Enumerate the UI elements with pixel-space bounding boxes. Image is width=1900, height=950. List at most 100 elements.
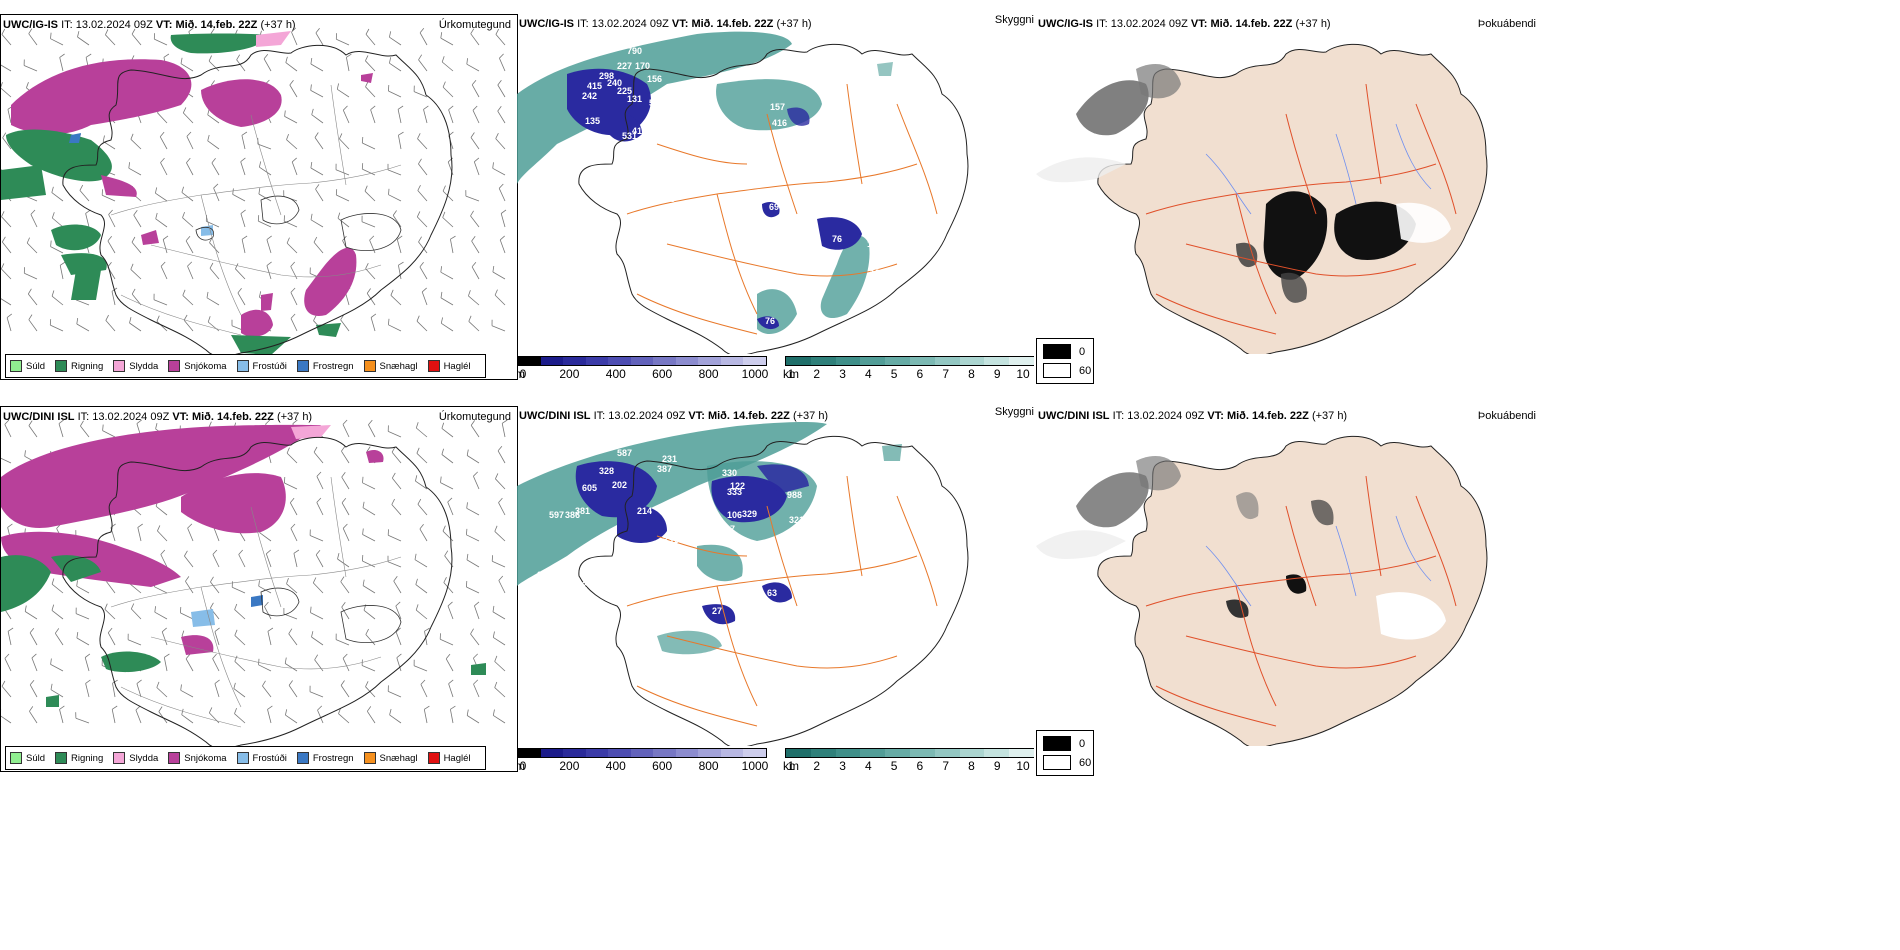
wind-barb-flag [85, 53, 92, 58]
wind-barb [30, 214, 38, 228]
wind-barb-flag [2, 132, 7, 139]
wind-barb [288, 685, 298, 698]
wind-barb-flag [59, 261, 66, 266]
wind-barb-flag [494, 655, 498, 662]
wind-barb-flag [417, 185, 421, 191]
wind-barb-flag [233, 682, 236, 689]
ceiling-label: 237 [695, 523, 710, 533]
legend-item: Frostúði [236, 752, 287, 764]
precip-panel-top: UWC/IG-IS IT: 13.02.2024 09Z VT: Mið. 14… [0, 14, 518, 380]
scale-cell [563, 357, 586, 365]
wind-barb [180, 689, 194, 698]
wind-barb-flag [361, 136, 364, 144]
wind-barb-flag [163, 53, 170, 58]
wind-barb-flag [418, 236, 422, 243]
wind-barb-flag [310, 213, 313, 220]
wind-barb [213, 187, 220, 202]
wind-barb-flag [290, 523, 296, 529]
wind-barb [413, 91, 428, 98]
wind-barb-flag [290, 313, 296, 319]
wind-barb-flag [160, 157, 165, 163]
wind-barb-flag [185, 235, 191, 242]
wind-barb [470, 633, 480, 646]
ceiling-label: 183 [665, 506, 680, 516]
wind-barb [286, 242, 298, 254]
wind-barb-flag [234, 707, 237, 714]
wind-barb [4, 424, 12, 438]
scale-tick: 400 [605, 759, 626, 773]
wind-barb-flag [470, 28, 475, 34]
wind-barb-flag [234, 629, 238, 636]
scale-cell [518, 357, 541, 365]
wind-barb-flag [492, 162, 494, 169]
wind-barb-flag [424, 705, 430, 710]
wind-barb [313, 242, 324, 254]
wind-barb-flag [388, 318, 390, 325]
wind-barb-flag [442, 211, 446, 218]
skyggni-title-bottom: Skyggni [994, 406, 1034, 418]
wind-barb [466, 586, 480, 594]
wind-barb-flag [362, 476, 364, 483]
wind-barb-flag [155, 187, 158, 194]
scale-cell [630, 749, 654, 757]
ceiling-label: 101 [595, 576, 610, 586]
wind-barb-flag [494, 525, 498, 532]
wind-barb-flag [495, 133, 499, 139]
wind-barb [238, 554, 246, 568]
wind-barb [417, 190, 428, 202]
wind-barb [466, 63, 480, 72]
wind-barb [442, 217, 454, 228]
wind-barb [1, 241, 12, 254]
wind-barb [131, 293, 142, 306]
scale-cell [518, 749, 541, 757]
scale-tick: 600 [652, 759, 673, 773]
wind-barb-flag [499, 235, 505, 241]
wind-barb [59, 57, 64, 72]
wind-barb-flag [310, 84, 312, 91]
wind-barb [241, 135, 246, 150]
wind-barb [267, 631, 272, 646]
scale-tick: 6 [916, 759, 924, 773]
wind-barb [107, 632, 116, 646]
wind-barb-flag [259, 291, 262, 298]
wind-barb-flag [501, 419, 508, 424]
wind-barb-flag [420, 679, 426, 685]
wind-barb-flag [130, 133, 134, 140]
wind-barb-flag [77, 31, 80, 38]
wind-barb [470, 425, 480, 438]
wind-barb-flag [210, 80, 215, 86]
ceiling-label: 52 [627, 186, 637, 196]
wind-barb-flag [80, 420, 84, 427]
wind-barb [493, 637, 506, 646]
wind-barb [291, 31, 298, 46]
wind-barb-flag [184, 550, 188, 557]
wind-barb [341, 606, 350, 620]
wind-barb [154, 38, 168, 46]
wind-barb [127, 639, 142, 646]
wind-barb [492, 167, 506, 176]
wind-barb-flag [51, 578, 55, 585]
wind-barb [51, 583, 64, 594]
wind-barb [235, 268, 246, 280]
wind-barb [129, 322, 142, 332]
wind-barb [341, 476, 350, 490]
wind-barb [291, 161, 298, 176]
wind-barb [493, 715, 506, 724]
wind-barb-flag [390, 289, 394, 296]
wind-barb-flag [311, 108, 314, 115]
wind-barb-flag [310, 57, 313, 65]
wind-barb [346, 57, 350, 72]
wind-barb-flag [418, 158, 422, 165]
wind-barb-flag [498, 183, 504, 189]
scale-cell [720, 357, 744, 365]
wind-barb-flag [237, 287, 242, 294]
ceiling-scale-top: m 0 200 400 600 800 1000 [517, 356, 768, 384]
wind-barb [494, 687, 506, 698]
fog-legend-row: 0 [1043, 344, 1085, 359]
wind-barb [258, 220, 272, 228]
wind-barb-flag [186, 131, 192, 137]
wind-barb-flag [107, 627, 113, 633]
ceiling-label: 298 [599, 71, 614, 81]
wind-barb [337, 88, 350, 98]
